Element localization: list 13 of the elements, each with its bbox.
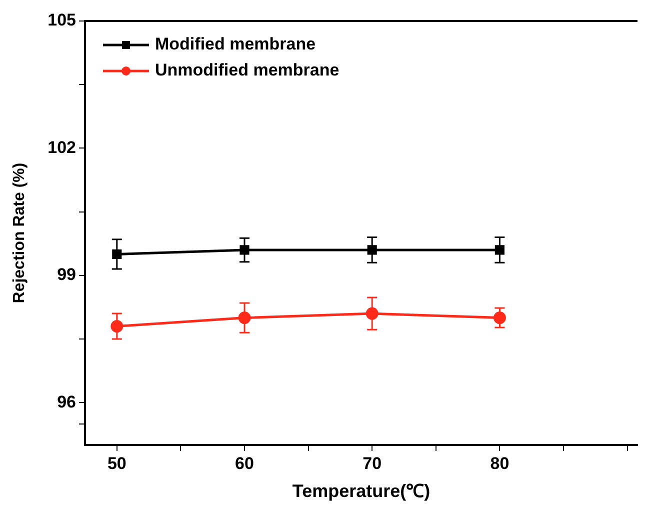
x-axis-title: Temperature(℃) [292, 481, 430, 502]
y-tick-label: 105 [48, 10, 76, 30]
x-tick-label: 70 [362, 454, 382, 473]
legend-label: Modified membrane [155, 34, 316, 54]
y-tick-label: 99 [57, 265, 76, 284]
y-tick-label: 102 [48, 138, 76, 157]
point [240, 245, 250, 255]
x-tick-label: 80 [490, 454, 510, 473]
x-tick-label: 50 [107, 454, 126, 473]
x-tick-label: 60 [235, 454, 254, 473]
y-tick-label: 96 [57, 392, 76, 412]
y-axis-title: Rejection Rate (%) [11, 162, 28, 304]
legend-label: Unmodified membrane [155, 60, 340, 80]
